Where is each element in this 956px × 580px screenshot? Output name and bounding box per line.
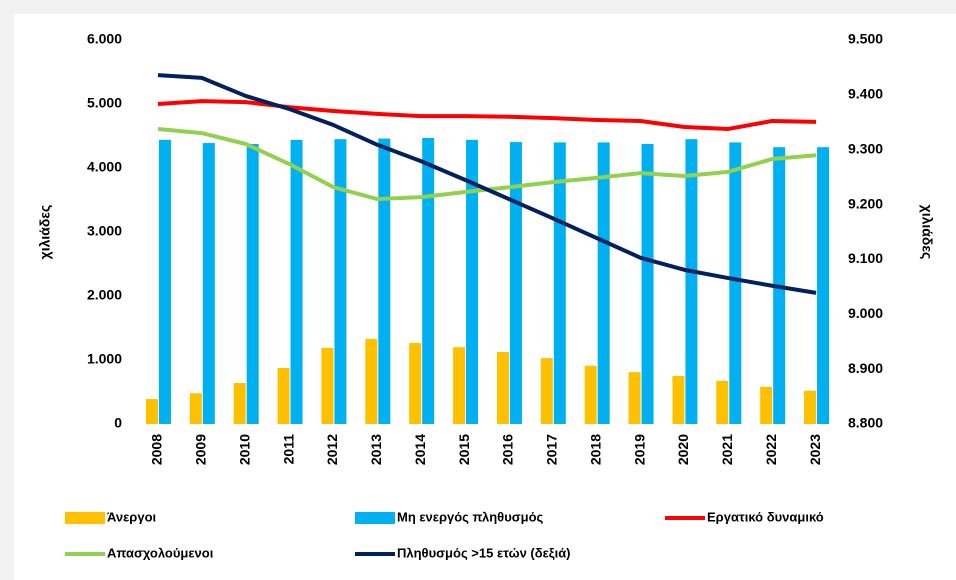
bar: [334, 139, 347, 424]
y2-tick-label: 9.000: [848, 305, 883, 321]
bar: [716, 380, 729, 424]
bar: [641, 144, 654, 424]
bar: [202, 143, 215, 425]
bar: [189, 393, 202, 424]
bar: [233, 383, 246, 424]
y-tick-label: 2.000: [87, 287, 122, 303]
bar: [597, 142, 610, 424]
bar: [760, 386, 773, 424]
x-tick-label: 2016: [500, 434, 516, 465]
x-tick-label: 2015: [456, 434, 472, 465]
x-tick-label: 2021: [719, 434, 735, 465]
x-tick-label: 2020: [675, 434, 691, 465]
legend-label: Μη ενεργός πληθυσμός: [397, 509, 544, 524]
x-tick-label: 2011: [280, 434, 296, 465]
bar: [145, 399, 158, 424]
x-tick-label: 2008: [149, 434, 165, 465]
bar: [378, 138, 391, 424]
x-tick-label: 2023: [807, 434, 823, 465]
y-tick-label: 0: [114, 415, 122, 431]
y-axis-label: χιλιάδες: [37, 205, 53, 260]
x-tick-label: 2017: [544, 434, 560, 465]
legend-label: Πληθυσμός >15 ετών (δεξιά): [397, 545, 571, 560]
y-tick-label: 4.000: [87, 159, 122, 175]
bar: [729, 142, 742, 424]
legend-label: Απασχολούμενοι: [107, 545, 214, 560]
legend-swatch: [65, 512, 105, 524]
chart-area: [14, 14, 956, 580]
x-tick-label: 2010: [236, 434, 252, 465]
bar: [672, 376, 685, 424]
x-tick-label: 2009: [193, 434, 209, 465]
bar: [321, 347, 334, 424]
bar: [553, 142, 566, 424]
y2-tick-label: 9.300: [848, 140, 883, 156]
bar: [817, 147, 830, 424]
y2-tick-label: 8.900: [848, 360, 883, 376]
bar: [290, 139, 303, 424]
x-tick-label: 2019: [631, 434, 647, 465]
bar: [422, 137, 435, 425]
bar: [804, 390, 817, 424]
y2-tick-label: 9.200: [848, 195, 883, 211]
bar: [584, 365, 597, 424]
y2-axis-label: χιλιάδες: [919, 205, 935, 260]
line-series: [157, 99, 817, 131]
y-tick-label: 5.000: [87, 95, 122, 111]
bar: [246, 144, 259, 424]
bar: [158, 139, 171, 424]
y2-tick-label: 9.500: [848, 31, 883, 47]
legend-label: Εργατικό δυναμικό: [707, 509, 824, 524]
y-tick-label: 3.000: [87, 223, 122, 239]
bar: [453, 347, 466, 424]
y-tick-label: 6.000: [87, 31, 122, 47]
y2-tick-label: 9.400: [848, 86, 883, 102]
bar: [409, 343, 422, 424]
y-tick-label: 1.000: [87, 351, 122, 367]
x-tick-label: 2013: [368, 434, 384, 465]
bar: [540, 358, 553, 424]
bar: [496, 352, 509, 424]
legend-label: Άνεργοι: [107, 509, 157, 524]
line-series: [157, 73, 817, 295]
x-tick-label: 2022: [763, 434, 779, 465]
bar: [509, 142, 522, 424]
bar: [628, 372, 641, 424]
x-tick-label: 2018: [587, 434, 603, 465]
bar: [685, 139, 698, 424]
y2-tick-label: 8.800: [848, 415, 883, 431]
y2-tick-label: 9.100: [848, 250, 883, 266]
x-tick-label: 2014: [412, 434, 428, 465]
bar: [365, 338, 378, 424]
legend-swatch: [355, 512, 395, 524]
x-tick-label: 2012: [324, 434, 340, 465]
bar: [466, 139, 479, 424]
bar: [277, 368, 290, 424]
